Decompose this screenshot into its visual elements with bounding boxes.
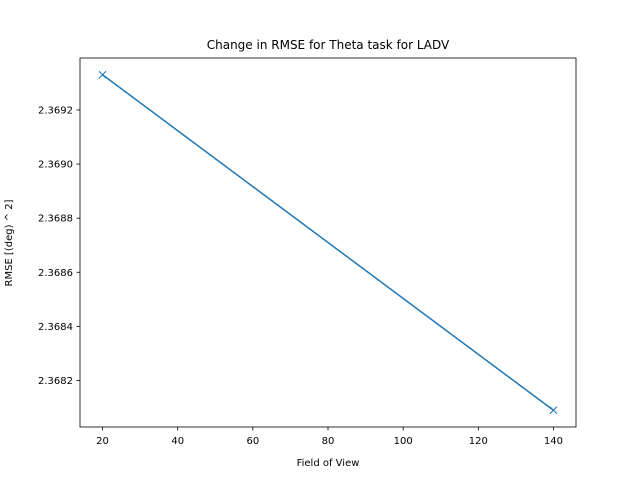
- series-line-0: [102, 74, 554, 411]
- data-point-marker: [98, 70, 107, 79]
- y-tick-label: 2.3684: [38, 322, 73, 333]
- x-tick-label: 140: [544, 436, 563, 447]
- y-tick-label: 2.3682: [38, 376, 73, 387]
- x-tick-label: 60: [246, 436, 259, 447]
- x-tick-label: 40: [171, 436, 184, 447]
- data-point-marker: [549, 406, 558, 415]
- x-tick-label: 120: [469, 436, 488, 447]
- x-tick-label: 100: [394, 436, 413, 447]
- chart-title: Change in RMSE for Theta task for LADV: [207, 38, 450, 52]
- y-tick-label: 2.3686: [38, 268, 73, 279]
- x-tick-label: 20: [96, 436, 109, 447]
- y-tick-label: 2.3688: [38, 214, 73, 225]
- y-tick-label: 2.3692: [38, 105, 73, 116]
- y-tick-label: 2.3690: [38, 160, 73, 171]
- x-axis-label: Field of View: [297, 458, 360, 469]
- x-tick-label: 80: [322, 436, 335, 447]
- plot-area: 20 40 60 80 100 120 140 2.3682 2.3684 2.3686 2.368…: [38, 57, 577, 447]
- y-axis-label: RMSE [(deg) ^ 2]: [4, 199, 15, 286]
